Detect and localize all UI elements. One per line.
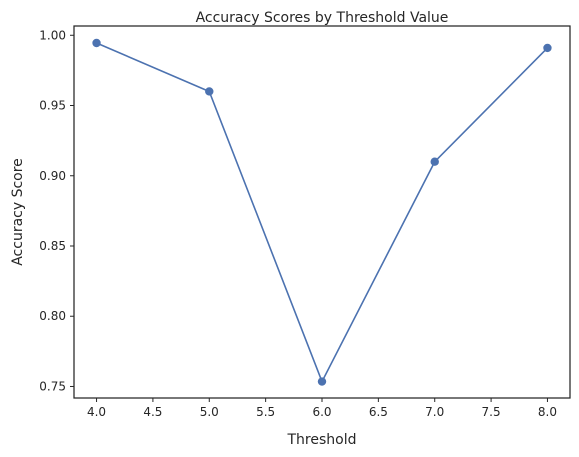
y-tick-label: 1.00 — [39, 28, 66, 42]
x-tick-label: 4.0 — [87, 405, 106, 419]
x-tick-label: 6.5 — [369, 405, 388, 419]
y-tick-label: 0.90 — [39, 169, 66, 183]
y-tick-label: 0.85 — [39, 239, 66, 253]
data-point — [543, 43, 552, 53]
y-axis-ticks: 0.75 0.80 0.85 0.90 0.95 1.00 — [39, 28, 74, 393]
y-tick-label: 0.95 — [39, 99, 66, 113]
x-tick-label: 4.5 — [143, 405, 162, 419]
x-tick-label: 7.0 — [425, 405, 444, 419]
x-tick-label: 5.5 — [256, 405, 275, 419]
data-point — [205, 87, 214, 96]
x-axis-title: Threshold — [287, 432, 357, 448]
x-tick-label: 6.0 — [312, 405, 331, 419]
x-tick-label: 8.0 — [538, 405, 557, 419]
plot-area — [73, 25, 571, 399]
y-tick-label: 0.80 — [39, 309, 66, 323]
chart-title: Accuracy Scores by Threshold Value — [196, 10, 449, 26]
series-layer — [92, 38, 552, 386]
y-axis-title: Accuracy Score — [10, 158, 26, 266]
x-tick-label: 7.5 — [482, 405, 501, 419]
data-point — [92, 38, 101, 48]
data-point — [317, 377, 327, 386]
x-tick-label: 5.0 — [200, 405, 219, 419]
x-axis-ticks: 4.0 4.5 5.0 5.5 6.0 6.5 7.0 7.5 8.0 — [87, 398, 557, 419]
data-point — [430, 157, 439, 166]
y-tick-label: 0.75 — [39, 379, 66, 393]
